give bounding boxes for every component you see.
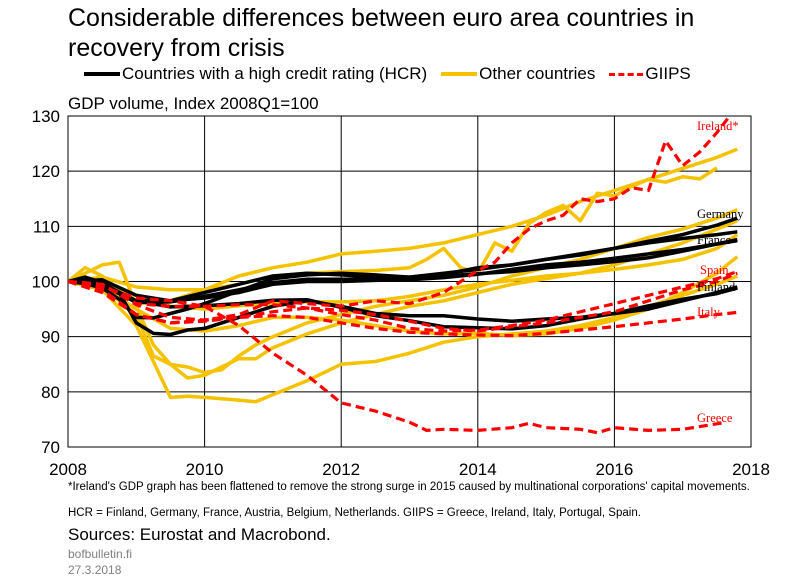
series-line-hcr-3 xyxy=(68,230,738,303)
y-tick-label: 110 xyxy=(33,217,60,236)
x-tick-label: 2014 xyxy=(459,460,497,479)
y-tick-label: 130 xyxy=(32,107,60,126)
x-tick-label: 2018 xyxy=(732,460,770,479)
sources-text: Sources: Eurostat and Macrobond. xyxy=(68,525,331,544)
series-label-germany: Germany xyxy=(697,207,744,221)
chart-subtitle: GDP volume, Index 2008Q1=100 xyxy=(68,94,319,113)
series-line-other-4 xyxy=(68,274,738,404)
legend-item-giips: GIIPS xyxy=(609,64,691,84)
series-line-greece xyxy=(68,279,724,435)
y-tick-label: 120 xyxy=(32,162,60,181)
legend-swatch-giips xyxy=(609,72,644,76)
legend-item-other: Other countries xyxy=(441,64,595,84)
series-label-italy: Italy xyxy=(697,305,721,319)
series-line-italy xyxy=(68,279,738,338)
legend-swatch-hcr xyxy=(84,72,120,76)
y-tick-label: 70 xyxy=(41,438,60,457)
series-line-other-1 xyxy=(68,166,718,292)
legend-label-giips: GIIPS xyxy=(645,64,691,83)
legend: Countries with a high credit rating (HCR… xyxy=(84,61,705,87)
series-line-spain xyxy=(68,270,738,333)
footnote-ireland: *Ireland's GDP graph has been flattened … xyxy=(68,481,750,493)
publish-date: 27.3.2018 xyxy=(68,563,122,577)
legend-swatch-other xyxy=(441,72,478,76)
site-link[interactable]: bofbulletin.fi xyxy=(68,547,133,561)
legend-label-other: Other countries xyxy=(479,64,596,83)
series-line-ireland xyxy=(68,116,732,325)
chart-title: Considerable differences between euro ar… xyxy=(68,4,695,62)
y-tick-label: 80 xyxy=(41,383,60,402)
x-tick-label: 2008 xyxy=(49,460,87,479)
legend-item-hcr: Countries with a high credit rating (HCR… xyxy=(84,64,427,84)
x-tick-label: 2012 xyxy=(322,460,360,479)
series-line-giips-2 xyxy=(68,271,738,333)
y-tick-label: 100 xyxy=(32,273,60,292)
series-label-greece: Greece xyxy=(697,411,733,425)
y-tick-label: 90 xyxy=(41,328,60,347)
series-label-france: France xyxy=(697,233,731,247)
legend-label-hcr: Countries with a high credit rating (HCR… xyxy=(122,64,428,83)
x-tick-label: 2016 xyxy=(595,460,633,479)
footnote-groups: HCR = Finland, Germany, France, Austria,… xyxy=(68,507,641,519)
series-label-finland: Finland xyxy=(697,280,736,294)
series-label-spain: Spain xyxy=(700,263,729,277)
series-label-ireland: Ireland* xyxy=(697,119,739,133)
series-line-hcr-4 xyxy=(68,237,738,303)
x-tick-label: 2010 xyxy=(186,460,224,479)
